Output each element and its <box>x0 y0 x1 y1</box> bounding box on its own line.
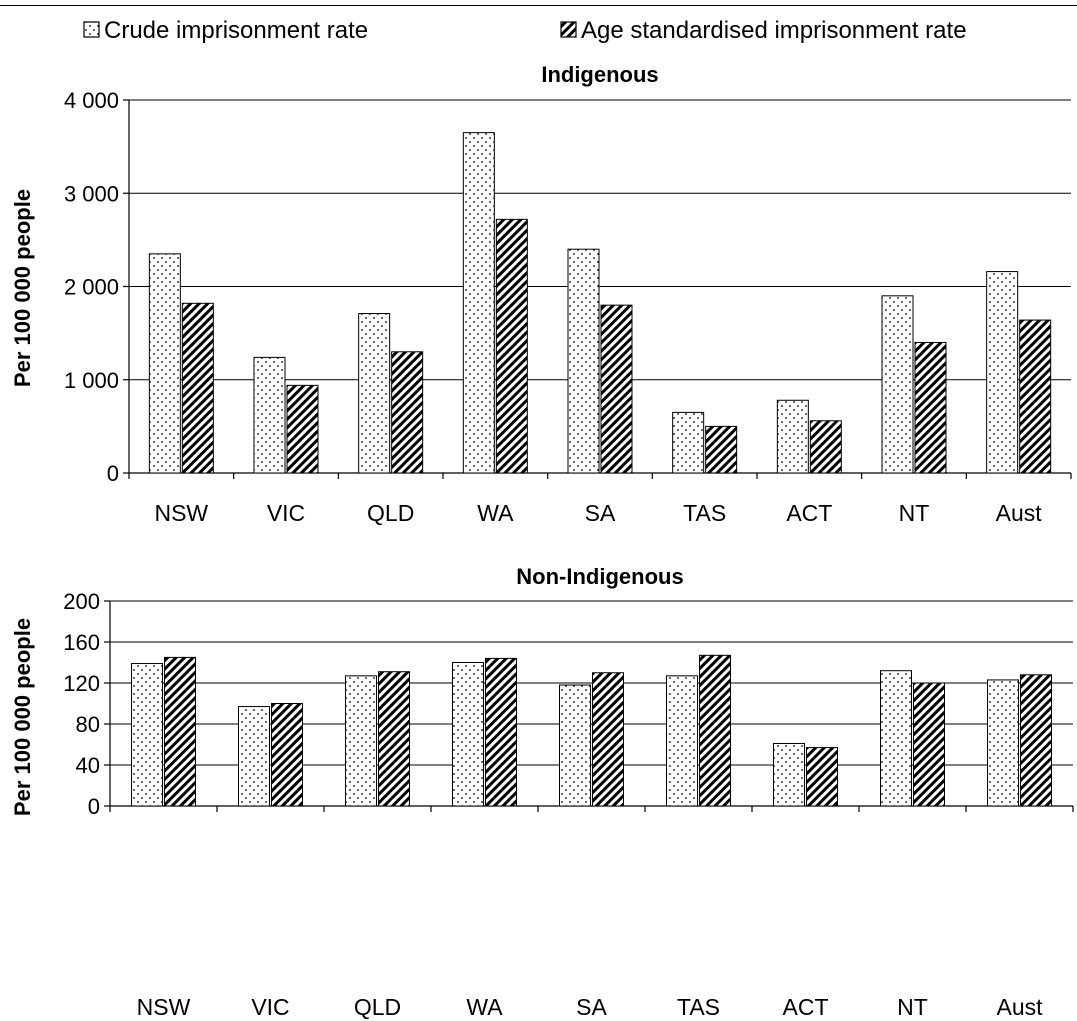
bar-crude-aust <box>986 271 1019 474</box>
y-tick-label: 1 000 <box>64 368 119 393</box>
category-label: NSW <box>154 500 208 526</box>
category-label: QLD <box>367 500 414 526</box>
category-label: SA <box>585 500 616 526</box>
bar-crude-wa <box>462 132 495 474</box>
bar-age-standardised-nsw <box>181 302 214 474</box>
category-label: VIC <box>267 500 305 526</box>
bar-crude-tas <box>672 411 705 474</box>
bar-crude-qld <box>358 313 391 474</box>
bar-crude-qld <box>345 675 377 807</box>
bar-age-standardised-tas <box>699 654 731 807</box>
bar-age-standardised-nt <box>914 341 947 474</box>
bar-age-standardised-vic <box>286 384 319 474</box>
category-label: NSW <box>137 994 191 1020</box>
bar-crude-vic <box>253 356 286 474</box>
bar-age-standardised-qld <box>378 671 410 807</box>
category-label: ACT <box>786 500 832 526</box>
y-tick-label: 0 <box>88 794 100 819</box>
bar-age-standardised-sa <box>600 304 633 474</box>
panel-indigenous: Indigenous Per 100 000 people 0 1 000 2 00… <box>10 62 1072 526</box>
category-label: QLD <box>354 994 401 1020</box>
top-rule <box>0 5 1077 6</box>
y-axis-label-indigenous: Per 100 000 people <box>10 189 35 387</box>
bar-age-standardised-aust <box>1020 674 1052 807</box>
y-tick-label: 80 <box>76 712 100 737</box>
y-axis-label-non-indigenous: Per 100 000 people <box>10 618 35 816</box>
bar-crude-vic <box>238 706 270 807</box>
chart-title-indigenous: Indigenous <box>541 62 658 87</box>
category-label: NT <box>897 994 928 1020</box>
y-tick-label: 0 <box>107 461 119 486</box>
y-tick-label: 120 <box>63 671 100 696</box>
y-tick-label: 3 000 <box>64 181 119 206</box>
category-label: WA <box>477 500 514 526</box>
bar-crude-nsw <box>131 663 163 807</box>
category-label: VIC <box>251 994 289 1020</box>
y-tick-label: 40 <box>76 753 100 778</box>
category-label: SA <box>576 994 607 1020</box>
bar-crude-nsw <box>148 253 181 474</box>
bar-crude-aust <box>987 679 1019 807</box>
bar-crude-sa <box>567 248 600 474</box>
bar-age-standardised-sa <box>592 672 624 807</box>
legend-age-label: Age standardised imprisonment rate <box>581 17 967 44</box>
category-label: Aust <box>996 994 1043 1020</box>
bar-crude-act <box>773 742 805 807</box>
y-tick-label: 200 <box>63 589 100 614</box>
category-label: TAS <box>677 994 720 1020</box>
bar-age-standardised-nsw <box>164 656 196 807</box>
y-tick-label: 160 <box>63 630 100 655</box>
y-tick-label: 4 000 <box>64 88 119 113</box>
panel-non-indigenous: Non-Indigenous Per 100 000 people 0 40 80 1… <box>10 564 1074 1020</box>
bar-age-standardised-qld <box>391 351 424 474</box>
bar-age-standardised-act <box>809 420 842 474</box>
bar-crude-nt <box>881 295 914 474</box>
bar-crude-sa <box>559 684 591 807</box>
bar-age-standardised-act <box>806 747 838 807</box>
bar-age-standardised-wa <box>485 657 517 807</box>
category-label: ACT <box>783 994 829 1020</box>
category-label: Aust <box>996 500 1043 526</box>
bar-crude-wa <box>452 662 484 807</box>
legend-crude-swatch <box>83 21 100 38</box>
y-tick-label: 2 000 <box>64 275 119 300</box>
bar-age-standardised-vic <box>271 703 303 807</box>
legend-age-swatch <box>560 21 577 38</box>
bar-age-standardised-aust <box>1019 319 1052 474</box>
bar-age-standardised-tas <box>705 425 738 474</box>
legend: Crude imprisonment rate Age standardised… <box>83 17 967 44</box>
bar-crude-act <box>776 399 809 474</box>
category-label: TAS <box>683 500 726 526</box>
bar-age-standardised-wa <box>495 218 528 474</box>
bar-crude-tas <box>666 675 698 807</box>
legend-crude-label: Crude imprisonment rate <box>104 17 368 44</box>
category-label: NT <box>899 500 930 526</box>
category-label: WA <box>466 994 503 1020</box>
chart-title-non-indigenous: Non-Indigenous <box>516 564 683 589</box>
bar-age-standardised-nt <box>913 682 945 807</box>
bar-crude-nt <box>880 670 912 807</box>
